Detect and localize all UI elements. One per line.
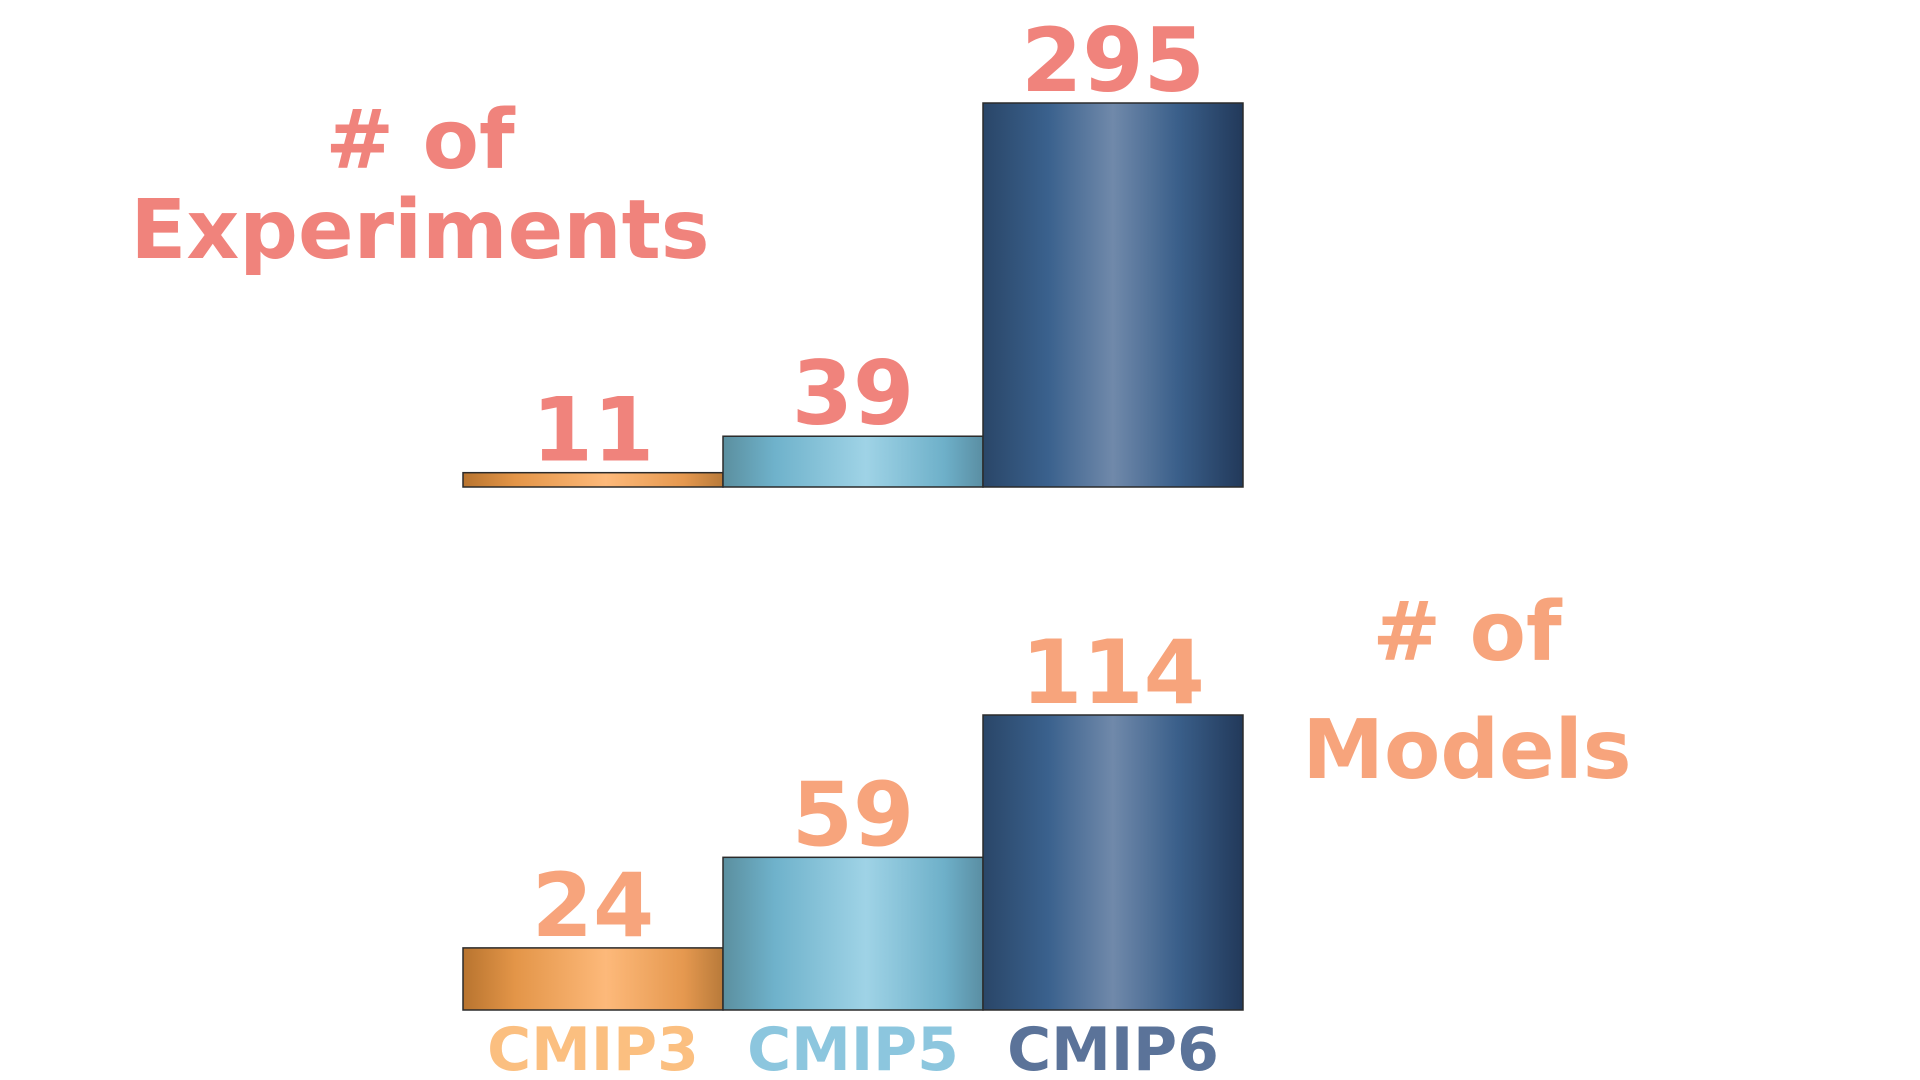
models-title-line-1: # of [1372,585,1563,680]
models-bar-cmip6 [982,714,1244,1011]
category-label-cmip5: CMIP5 [747,1015,959,1080]
models-value-label-cmip3: 24 [532,854,654,957]
models-title-line-2: Models [1302,703,1631,798]
experiments-value-label-cmip6: 295 [1021,9,1205,112]
experiments-value-label-cmip5: 39 [792,342,914,445]
experiments-title-line-1: # of [325,93,516,188]
category-label-cmip3: CMIP3 [487,1015,699,1080]
experiments-title-line-2: Experiments [130,183,709,278]
models-bar-cmip3 [462,947,724,1011]
experiments-bar-cmip5 [722,435,984,488]
models-bar-cmip5 [722,856,984,1011]
models-value-label-cmip6: 114 [1021,621,1205,724]
category-axis: CMIP3 CMIP5 CMIP6 [487,1015,1219,1080]
experiments-bar-cmip6 [982,102,1244,488]
models-value-label-cmip5: 59 [792,763,914,866]
category-label-cmip6: CMIP6 [1007,1015,1219,1080]
experiments-value-label-cmip3: 11 [532,379,654,482]
models-panel: 24 59 114 # of Models [462,585,1632,1011]
